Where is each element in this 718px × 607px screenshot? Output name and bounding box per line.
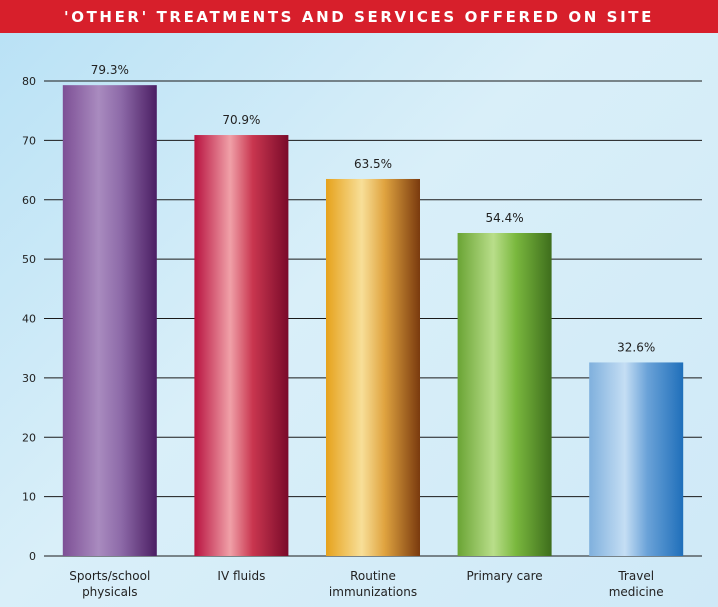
bar bbox=[194, 135, 289, 556]
data-label: 32.6% bbox=[617, 340, 655, 354]
data-label: 70.9% bbox=[222, 113, 260, 127]
bar bbox=[589, 362, 684, 556]
data-label: 54.4% bbox=[486, 211, 524, 225]
y-tick-label: 20 bbox=[22, 431, 36, 444]
x-category-label: medicine bbox=[609, 585, 664, 599]
data-label: 63.5% bbox=[354, 157, 392, 171]
bar bbox=[457, 233, 552, 556]
x-category-label: Travel bbox=[617, 569, 654, 583]
data-label: 79.3% bbox=[91, 63, 129, 77]
x-category-label: IV fluids bbox=[217, 569, 265, 583]
bar bbox=[326, 178, 420, 556]
x-category-label: Sports/school bbox=[69, 569, 150, 583]
y-tick-label: 10 bbox=[22, 491, 36, 504]
title-bar: 'OTHER' TREATMENTS AND SERVICES OFFERED … bbox=[0, 0, 718, 33]
y-tick-label: 80 bbox=[22, 75, 36, 88]
bar bbox=[62, 85, 157, 556]
x-category-label: Routine bbox=[350, 569, 396, 583]
y-tick-label: 70 bbox=[22, 134, 36, 147]
y-tick-label: 0 bbox=[29, 550, 36, 563]
chart-title: 'OTHER' TREATMENTS AND SERVICES OFFERED … bbox=[64, 7, 654, 26]
y-tick-label: 50 bbox=[22, 253, 36, 266]
y-tick-label: 60 bbox=[22, 194, 36, 207]
x-category-label: physicals bbox=[82, 585, 137, 599]
x-category-label: Primary care bbox=[466, 569, 542, 583]
y-tick-label: 30 bbox=[22, 372, 36, 385]
y-tick-label: 40 bbox=[22, 313, 36, 326]
x-category-label: immunizations bbox=[329, 585, 417, 599]
